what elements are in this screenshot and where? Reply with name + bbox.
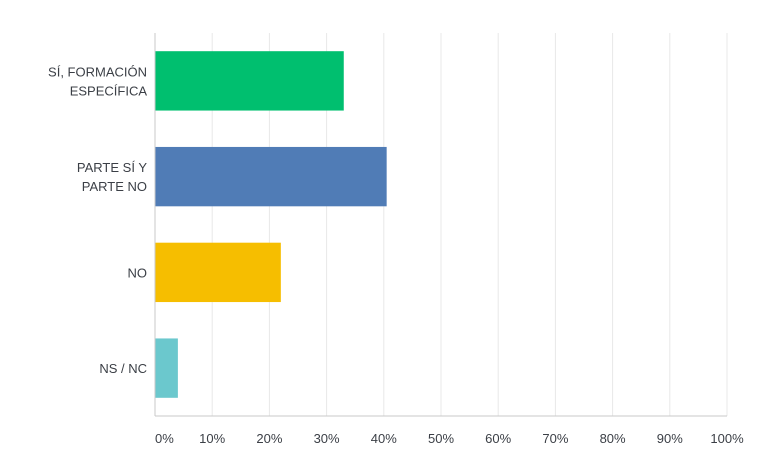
x-tick-label: 60% [485,431,511,446]
x-tick-label: 100% [710,431,744,446]
bar [155,338,178,398]
x-tick-label: 40% [371,431,397,446]
category-labels: SÍ, FORMACIÓN ESPECÍFICA PARTE SÍ Y PARTE N… [48,64,147,376]
bar [155,146,387,207]
category-label: SÍ, FORMACIÓN ESPECÍFICA [48,64,147,98]
x-tick-label: 0% [155,431,174,446]
x-tick-label: 80% [600,431,626,446]
bar [155,242,281,303]
x-tick-label: 10% [199,431,225,446]
category-label: PARTE SÍ Y PARTE NO [77,160,147,194]
category-label: NS / NC [99,361,147,376]
bars [155,51,387,398]
x-tick-label: 30% [314,431,340,446]
x-tick-label: 20% [256,431,282,446]
category-label: NO [128,265,148,280]
x-tick-label: 50% [428,431,454,446]
x-tick-label: 90% [657,431,683,446]
bar [155,51,344,111]
x-tick-labels: 0% 10% 20% 30% 40% 50% 60% 70% 80% 90% 100% [155,431,744,446]
x-tick-label: 70% [542,431,568,446]
axes [154,33,727,417]
